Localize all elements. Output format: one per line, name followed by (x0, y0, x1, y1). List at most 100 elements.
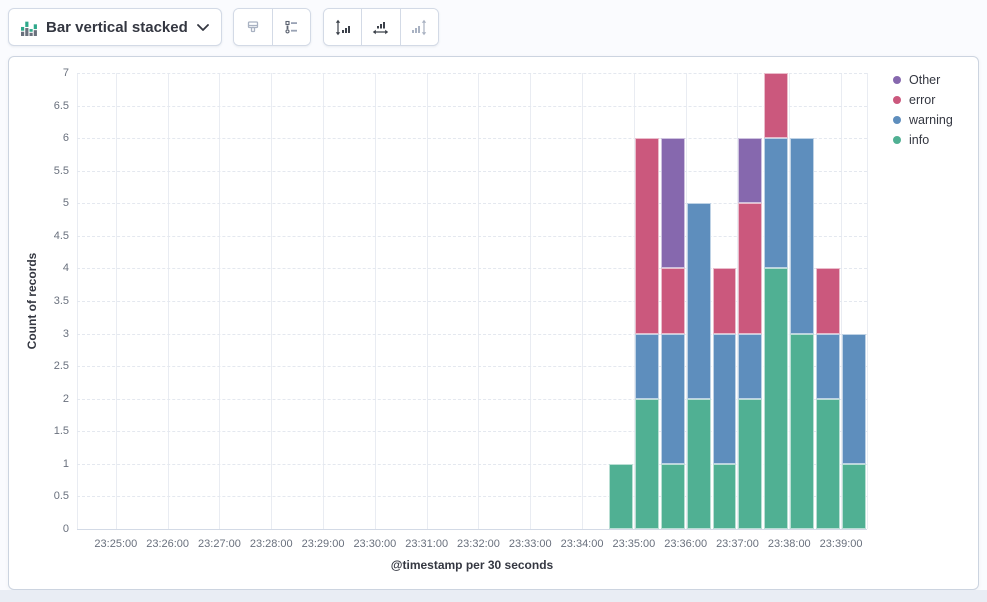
horizontal-gridline (77, 301, 867, 302)
bar-segment[interactable] (764, 268, 789, 529)
x-axis-tick-label: 23:28:00 (249, 538, 293, 550)
y-axis-tick-label: 3.5 (53, 295, 69, 307)
horizontal-gridline (77, 73, 867, 74)
bar-segment[interactable] (816, 398, 841, 529)
x-axis-tick-label: 23:39:00 (819, 538, 863, 550)
legend: Other error warning info (893, 73, 953, 147)
legend-item[interactable]: info (893, 133, 953, 147)
horizontal-gridline (77, 366, 867, 368)
bar-segment[interactable] (634, 398, 659, 529)
x-axis-title: @timestamp per 30 seconds (390, 558, 554, 572)
legend-color-dot (893, 76, 901, 84)
bar-segment[interactable] (764, 73, 789, 139)
bar-segment[interactable] (790, 333, 815, 529)
x-axis-tick-label: 23:35:00 (612, 538, 656, 550)
bar-vertical-stacked-icon (21, 19, 38, 36)
horizontal-gridline (77, 431, 867, 433)
bar-segment[interactable] (660, 138, 685, 269)
x-axis-tick-label: 23:25:00 (94, 538, 138, 550)
y-axis-tick-label: 6 (62, 132, 69, 145)
y-axis-tick-label: 0.5 (53, 490, 69, 503)
horizontal-gridline (77, 463, 867, 465)
y-axis-tick-label: 2 (62, 392, 69, 405)
legend-item[interactable]: warning (893, 113, 953, 127)
horizontal-gridline (77, 105, 867, 107)
chart-type-label: Bar vertical stacked (46, 18, 188, 36)
legend-color-dot (893, 116, 901, 124)
x-axis-tick-label: 23:31:00 (405, 538, 449, 550)
bar-segment[interactable] (686, 398, 711, 529)
x-axis-tick-label: 23:33:00 (508, 538, 552, 550)
y-axis-tick-label: 5.5 (53, 164, 69, 177)
workspace-bottom-divider (0, 590, 987, 602)
bar-segment[interactable] (608, 463, 633, 529)
x-axis-tick-label: 23:29:00 (301, 538, 345, 550)
bar-segment[interactable] (686, 203, 711, 399)
bar-segment[interactable] (816, 268, 841, 334)
horizontal-gridline (77, 333, 867, 335)
x-axis-line (77, 529, 867, 530)
legend-item[interactable]: error (893, 93, 953, 107)
bar-segment[interactable] (712, 463, 737, 529)
left-axis-icon (334, 19, 351, 36)
display-options-group (233, 8, 311, 46)
y-axis-tick-label: 1.5 (53, 425, 69, 438)
horizontal-gridline (77, 496, 867, 498)
bar-segment[interactable] (790, 138, 815, 334)
right-axis-button (399, 9, 438, 45)
x-axis-tick-label: 23:34:00 (560, 538, 604, 550)
bottom-axis-icon (372, 19, 389, 36)
x-axis-tick-label: 23:38:00 (767, 538, 811, 550)
legend-item-label: info (909, 133, 930, 147)
legend-item-label: warning (909, 113, 953, 127)
y-axis-tick-label: 1 (62, 457, 69, 470)
y-axis-tick-label: 4 (62, 262, 69, 275)
y-axis-tick-label: 6.5 (53, 99, 69, 112)
bar-segment[interactable] (660, 268, 685, 334)
x-axis-tick-label: 23:37:00 (716, 538, 759, 550)
vertical-gridline (867, 73, 868, 529)
chart-type-switcher-button[interactable]: Bar vertical stacked (8, 8, 222, 46)
bar-segment[interactable] (842, 463, 866, 529)
bottom-axis-button[interactable] (361, 9, 400, 45)
magnet-icon (245, 19, 261, 35)
plot-area: 0 0.5 1 1.5 2 2.5 3 3.5 4 4.5 5 5.5 6 6.5 7 23:25:00 23:… (9, 57, 978, 589)
bar-segment[interactable] (634, 138, 659, 334)
y-axis-tick-label: 2.5 (53, 360, 69, 373)
bar-segment[interactable] (738, 333, 763, 399)
horizontal-gridline (77, 138, 867, 140)
bar-segment[interactable] (764, 138, 789, 269)
bar-segment[interactable] (660, 333, 685, 464)
y-axis-tick-label: 0 (62, 523, 69, 535)
y-axis-tick-label: 4.5 (53, 229, 69, 242)
bar-segment[interactable] (712, 333, 737, 464)
bar-segment[interactable] (712, 268, 737, 334)
chevron-down-icon (197, 23, 209, 31)
x-axis-tick-label: 23:26:00 (146, 538, 190, 550)
left-axis-button[interactable] (324, 9, 362, 45)
x-axis-tick-label: 23:27:00 (198, 538, 241, 550)
y-axis-tick-label: 5 (62, 197, 69, 210)
bar-segment[interactable] (816, 333, 841, 399)
bar-segment[interactable] (738, 203, 763, 334)
legend-color-dot (893, 136, 901, 144)
y-axis-tick-label: 7 (62, 67, 69, 79)
bar-segment[interactable] (634, 333, 659, 399)
legend-item[interactable]: Other (893, 73, 953, 87)
chart-panel: 0 0.5 1 1.5 2 2.5 3 3.5 4 4.5 5 5.5 6 6.5 7 23:25:00 23:… (8, 56, 979, 590)
legend-settings-button[interactable] (271, 9, 310, 45)
horizontal-gridline (77, 235, 867, 237)
horizontal-gridline (77, 203, 867, 205)
bar-segment[interactable] (842, 333, 866, 464)
right-axis-icon (411, 19, 428, 36)
bar-segment[interactable] (738, 138, 763, 204)
bar-segment[interactable] (660, 463, 685, 529)
x-axis-tick-label: 23:36:00 (664, 538, 708, 550)
axis-settings-group (323, 8, 439, 46)
y-axis-tick-label: 3 (62, 327, 69, 340)
x-axis-tick-label: 23:30:00 (353, 538, 397, 550)
horizontal-gridline (77, 268, 867, 270)
horizontal-gridline (77, 170, 867, 172)
bar-segment[interactable] (738, 398, 763, 529)
